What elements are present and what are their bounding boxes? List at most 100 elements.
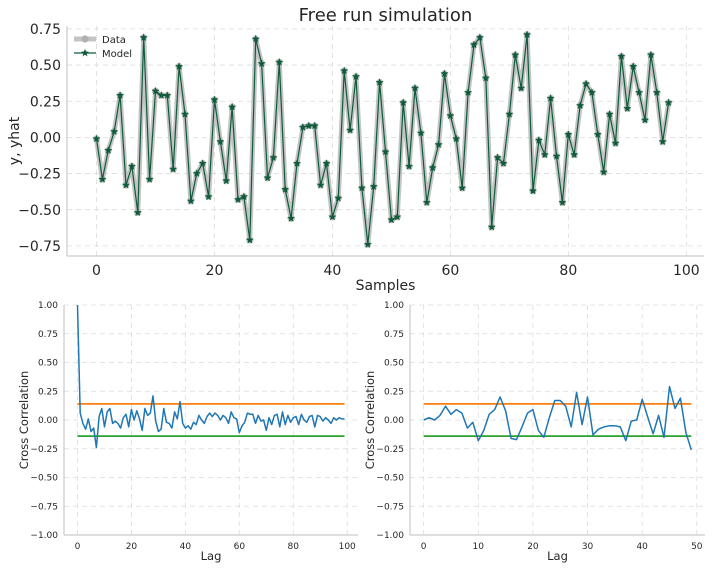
x-axis-label-right: Lag xyxy=(547,549,568,563)
x-tick-label: 80 xyxy=(559,263,577,279)
y-tick-label: −0.50 xyxy=(18,203,61,219)
model-point xyxy=(611,139,620,147)
model-point xyxy=(310,121,319,130)
model-point xyxy=(605,110,614,118)
x-tick-label: 50 xyxy=(691,542,703,552)
y-tick-label: 0.50 xyxy=(38,359,58,369)
model-point xyxy=(263,173,272,182)
model-point xyxy=(175,62,184,70)
model-point xyxy=(328,212,337,221)
model-point xyxy=(257,59,266,67)
model-point xyxy=(635,88,644,96)
x-tick-label: 60 xyxy=(234,542,246,552)
y-tick-label: −0.75 xyxy=(376,502,404,512)
model-point xyxy=(216,137,225,146)
model-point xyxy=(145,175,154,183)
model-point xyxy=(322,159,331,167)
model-point xyxy=(440,69,449,78)
y-tick-label: −1.00 xyxy=(376,531,404,541)
model-point xyxy=(540,150,549,159)
model-point xyxy=(163,91,172,99)
y-axis-label-right: Cross Correlation xyxy=(363,371,377,470)
x-tick-label: 20 xyxy=(527,542,539,552)
model-point xyxy=(505,110,514,118)
x-axis-label: Samples xyxy=(356,278,416,294)
model-point xyxy=(304,121,313,130)
model-point xyxy=(298,123,307,131)
model-point xyxy=(399,98,408,107)
x-tick-label: 0 xyxy=(421,542,427,552)
model-point xyxy=(393,212,402,221)
y-tick-label: 0.75 xyxy=(30,22,61,38)
model-point xyxy=(228,102,237,111)
model-point xyxy=(511,50,520,59)
model-point xyxy=(599,167,608,176)
model-point xyxy=(363,240,372,248)
model-point xyxy=(664,98,673,107)
model-point xyxy=(452,134,461,143)
model-point xyxy=(499,159,508,167)
x-tick-label: 10 xyxy=(473,542,485,552)
model-point xyxy=(240,192,248,201)
x-tick-label: 20 xyxy=(206,263,224,279)
x-tick-label: 40 xyxy=(324,263,342,279)
y-tick-label: −0.75 xyxy=(30,502,58,512)
model-point xyxy=(222,176,231,185)
y-tick-label: −0.75 xyxy=(18,239,61,255)
model-point xyxy=(381,147,390,156)
model-point xyxy=(529,186,537,195)
model-point xyxy=(646,50,655,59)
model-point xyxy=(110,127,119,135)
y-tick-label: 0.00 xyxy=(384,416,404,426)
x-tick-label: 0 xyxy=(75,542,81,552)
model-point xyxy=(387,215,396,224)
y-tick-label: 0.75 xyxy=(38,330,58,340)
model-point xyxy=(658,137,667,146)
model-point xyxy=(122,180,130,189)
x-tick-label: 100 xyxy=(339,542,356,552)
y-tick-label: 0.25 xyxy=(30,94,61,110)
model-point xyxy=(641,115,649,124)
correlation-line-right xyxy=(423,385,693,451)
model-point xyxy=(446,111,455,120)
model-point xyxy=(357,183,366,192)
model-point xyxy=(593,130,602,138)
y-tick-label: 1.00 xyxy=(38,301,58,311)
model-point xyxy=(369,182,378,190)
model-point xyxy=(334,193,343,202)
model-point xyxy=(552,152,561,160)
model-point xyxy=(116,91,125,99)
model-point xyxy=(470,40,478,49)
x-tick-label: 0 xyxy=(92,263,101,279)
chart-title: Free run simulation xyxy=(299,5,473,26)
model-point xyxy=(104,146,113,154)
y-tick-label: −1.00 xyxy=(30,531,58,541)
model-point xyxy=(517,84,526,92)
model-point xyxy=(464,88,473,96)
model-point xyxy=(210,95,219,104)
x-tick-label: 40 xyxy=(180,542,192,552)
model-point xyxy=(127,162,136,170)
model-point xyxy=(582,79,590,88)
model-point xyxy=(352,72,360,80)
x-tick-label: 30 xyxy=(582,542,594,552)
model-point xyxy=(375,78,384,86)
legend-model-label: Model xyxy=(102,49,132,60)
model-point xyxy=(346,126,355,134)
model-point xyxy=(587,88,596,96)
y-tick-label: 0.75 xyxy=(384,330,404,340)
correlation-line-left xyxy=(76,304,345,449)
model-point xyxy=(98,175,107,183)
x-tick-label: 100 xyxy=(673,263,700,279)
model-point xyxy=(629,62,638,70)
legend-data-marker xyxy=(81,35,89,43)
model-point xyxy=(281,185,290,193)
model-point xyxy=(623,104,632,112)
model-point xyxy=(157,91,166,99)
model-point xyxy=(169,165,178,173)
model-point xyxy=(422,198,431,206)
model-point xyxy=(245,235,254,244)
model-point xyxy=(428,163,437,172)
model-point xyxy=(287,214,296,222)
model-point xyxy=(151,86,160,95)
